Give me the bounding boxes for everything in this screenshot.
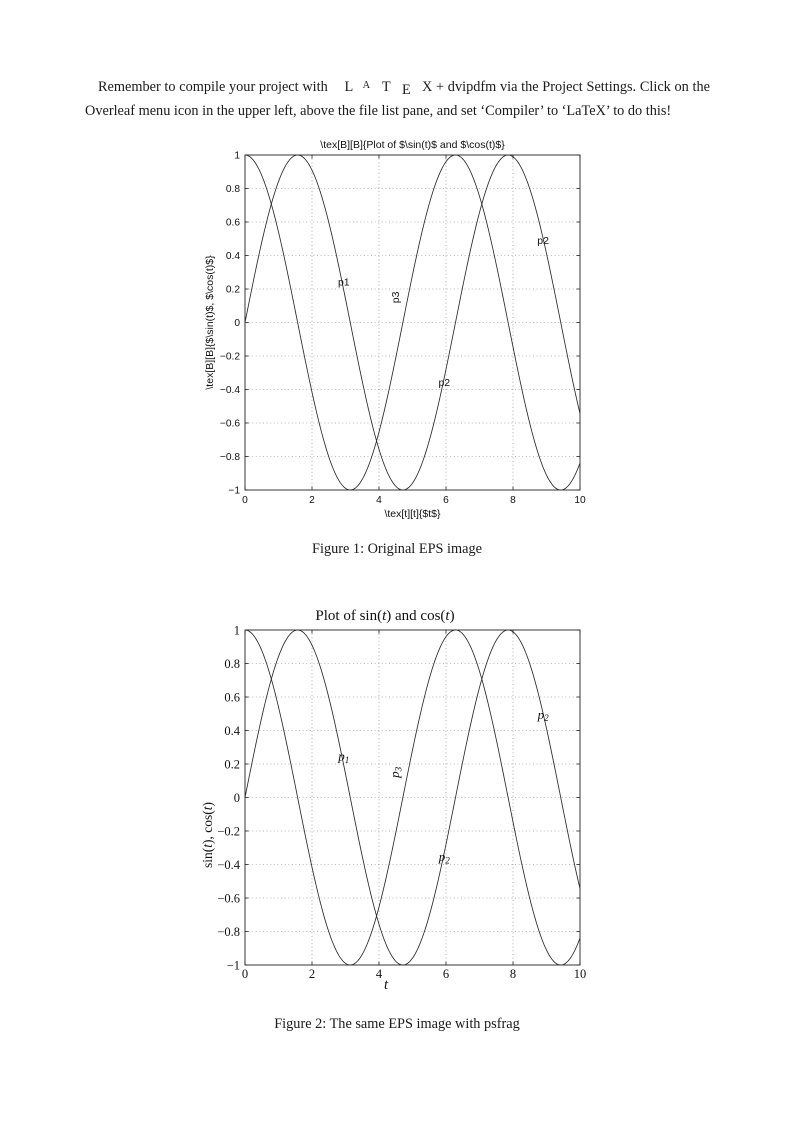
- plot-annotation: p1: [338, 277, 350, 289]
- figure-2: 0 2 4 6 8 10 −1 −0.8 −0.6 −0.4 −0.2 0 0.2 0.4 0.6 0.8 1 P…: [190, 605, 604, 1005]
- xtick-label: 0: [242, 967, 248, 981]
- xtick-label: 0: [242, 495, 248, 506]
- ytick-label: 0: [234, 791, 240, 805]
- xtick-label: 6: [443, 967, 449, 981]
- ytick-label: 0.6: [226, 217, 240, 228]
- intro-text-after: + dvipdfm via the Project Settings. Clic…: [85, 79, 710, 119]
- y-axis-label: \tex[B][B]{$\sin(t)$, $\cos(t)$}: [204, 255, 216, 390]
- ytick-label: −0.4: [217, 858, 240, 872]
- ytick-label: −0.6: [220, 418, 240, 429]
- xtick-label: 2: [309, 967, 315, 981]
- figure1-plot: 0 2 4 6 8 10 −1 −0.8 −0.6 −0.4 −0.2 0 0.2 0.4 0.6 0.8 1 \…: [204, 139, 586, 520]
- xtick-label: 10: [574, 495, 586, 506]
- xtick-label: 4: [376, 495, 382, 506]
- plot-annotation: p1: [337, 749, 349, 765]
- ytick-label: 0.2: [224, 757, 240, 771]
- plot-annotation: p2: [537, 235, 549, 247]
- figure-1: 0 2 4 6 8 10 −1 −0.8 −0.6 −0.4 −0.2 0 0.2 0.4 0.6 0.8 1 \…: [190, 135, 604, 531]
- plot-annotation: p2: [537, 707, 550, 723]
- sin-curve: [244, 154, 581, 491]
- intro-text-before: Remember to compile your project with: [98, 79, 332, 95]
- cos-curve: [244, 629, 581, 966]
- xtick-label: 2: [309, 495, 315, 506]
- plot-annotation: p3: [387, 766, 403, 779]
- cos-curve: [244, 154, 581, 491]
- x-axis-label: \tex[t][t]{$t$}: [384, 508, 441, 520]
- ytick-label: 0.4: [224, 724, 240, 738]
- sin-curve: [244, 629, 581, 966]
- plot-annotation: p2: [438, 377, 450, 389]
- ytick-label: 0.2: [226, 284, 240, 295]
- ytick-label: 1: [234, 623, 240, 637]
- xtick-label: 10: [574, 967, 587, 981]
- figure2-plot: 0 2 4 6 8 10 −1 −0.8 −0.6 −0.4 −0.2 0 0.2 0.4 0.6 0.8 1 P…: [200, 608, 587, 993]
- ytick-label: −0.8: [217, 925, 240, 939]
- ytick-label: −0.2: [217, 824, 240, 838]
- plot-annotation: p3: [390, 291, 402, 303]
- chart-title: \tex[B][B]{Plot of $\sin(t)$ and $\cos(t…: [320, 139, 505, 151]
- ytick-label: 0.4: [226, 251, 240, 262]
- ytick-label: 0.8: [224, 657, 240, 671]
- plot-annotation: p2: [438, 849, 451, 865]
- xtick-label: 4: [376, 967, 383, 981]
- ytick-label: −0.2: [220, 351, 240, 362]
- y-axis-label: sin(t), cos(t): [200, 802, 215, 868]
- ytick-label: 1: [234, 150, 240, 161]
- xtick-label: 8: [510, 495, 516, 506]
- xtick-label: 6: [443, 495, 449, 506]
- ytick-label: 0: [234, 318, 240, 329]
- ytick-label: 0.6: [224, 690, 240, 704]
- xtick-label: 8: [510, 967, 516, 981]
- x-axis-label: t: [384, 977, 389, 993]
- figure1-caption: Figure 1: Original EPS image: [312, 541, 482, 557]
- ytick-label: 0.8: [226, 184, 240, 195]
- figure2-caption: Figure 2: The same EPS image with psfrag: [274, 1016, 520, 1032]
- ytick-label: −1: [228, 485, 240, 496]
- chart-title: Plot of sin(t) and cos(t): [315, 608, 454, 624]
- ytick-label: −0.6: [217, 891, 240, 905]
- ytick-label: −0.8: [220, 452, 240, 463]
- ytick-label: −0.4: [220, 385, 240, 396]
- ytick-label: −1: [227, 958, 240, 972]
